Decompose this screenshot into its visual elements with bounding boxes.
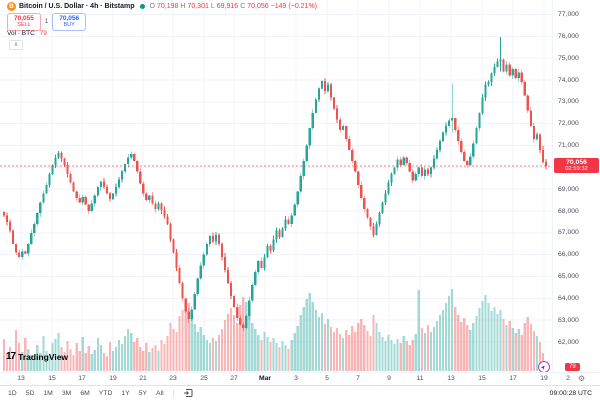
symbol-header: B Bitcoin / U.S. Dollar · 4h · Bitstamp … <box>7 2 317 11</box>
high-label: H <box>180 3 186 10</box>
range-buttons: 1D 5D 1M 3M 6M YTD 1Y 5Y All <box>8 390 173 397</box>
close-value: 70,056 <box>247 3 269 10</box>
go-to-date-icon <box>183 389 193 397</box>
time-tick-label: 15 <box>478 375 486 382</box>
price-tick-label: 77,000 <box>558 11 579 18</box>
price-tick-label: 76,000 <box>558 32 579 40</box>
time-tick-label: 25 <box>200 375 208 382</box>
price-tick-label: 75,000 <box>558 54 579 62</box>
time-tick-label: 7 <box>356 375 360 382</box>
open-value: 70,198 <box>156 3 179 10</box>
low-value: 69,916 <box>216 3 239 10</box>
time-tick-label: 21 <box>139 375 147 382</box>
range-button-ytd[interactable]: YTD <box>98 389 113 397</box>
price-tick-label: 71,000 <box>558 142 579 149</box>
time-tick-label: 9 <box>387 375 391 382</box>
price-tick-label: 67,000 <box>558 229 579 237</box>
price-tick-label: 65,000 <box>558 273 579 280</box>
order-panel: 70,055 SELL 1 70,056 BUY <box>7 13 87 31</box>
range-button-6m[interactable]: 6M <box>80 389 90 397</box>
low-label: L <box>210 3 215 10</box>
time-tick-label: 19 <box>540 375 548 382</box>
tradingview-watermark[interactable]: 17 TradingView <box>6 351 68 362</box>
time-tick-label: 13 <box>447 375 455 382</box>
gear-icon[interactable]: ⚙ <box>578 374 586 383</box>
bottom-toolbar: 1D 5D 1M 3M 6M YTD 1Y 5Y All 09:00:28 UTC <box>0 385 600 400</box>
time-axis[interactable]: ⚙ 13 15 17 19 21 23 25 27 Mar 3 5 7 9 11 13 15 17 19 2 <box>0 372 600 385</box>
price-tick-label: 62,000 <box>558 338 579 346</box>
price-tick-label: 69,000 <box>558 185 579 193</box>
buy-button[interactable]: 70,056 BUY <box>52 13 87 31</box>
go-to-date-button[interactable] <box>183 388 193 398</box>
collapse-pane-button[interactable]: ∧ <box>9 40 23 50</box>
range-button-1d[interactable]: 1D <box>8 389 17 397</box>
time-tick-label: 5 <box>325 375 329 382</box>
toolbar-divider <box>172 388 174 398</box>
chevron-up-icon: ∧ <box>13 42 19 48</box>
time-tick-label: 13 <box>17 375 25 382</box>
price-tick-label: 73,000 <box>558 98 579 106</box>
sell-label: SELL <box>17 22 31 29</box>
time-tick-label: 17 <box>509 375 517 382</box>
symbol-title[interactable]: Bitcoin / U.S. Dollar · 4h · Bitstamp <box>19 3 135 10</box>
price-tick-label: 64,000 <box>558 294 579 302</box>
time-tick-label: 11 <box>416 375 424 382</box>
bar-countdown: 02:59:32 <box>565 166 588 173</box>
time-tick-label: 2 <box>566 375 570 382</box>
time-tick-label: 17 <box>78 375 86 382</box>
ohlc-values: O 70,198 H 70,301 L 69,916 C 70,056 −149… <box>150 3 317 10</box>
price-tick-label: 74,000 <box>558 76 579 84</box>
price-tick-label: 63,000 <box>558 316 579 324</box>
tradingview-logo-icon: 17 <box>6 351 16 362</box>
volume-indicator-value: 79 <box>39 30 47 37</box>
buy-price: 70,056 <box>59 15 80 22</box>
volume-indicator-label: Vol · BTC <box>7 30 35 37</box>
close-label: C <box>240 3 246 10</box>
range-button-1y[interactable]: 1Y <box>121 389 130 397</box>
time-tick-label: 15 <box>48 375 56 382</box>
time-tick-label: Mar <box>258 375 272 382</box>
tradingview-logo-text: TradingView <box>18 351 69 362</box>
bitcoin-icon: B <box>7 2 16 11</box>
sell-price: 70,055 <box>14 15 34 22</box>
last-price-value: 70,056 <box>566 159 587 167</box>
range-button-5d[interactable]: 5D <box>25 389 35 397</box>
time-tick-label: 3 <box>294 375 298 382</box>
change-value: −149 (−0.21%) <box>270 3 317 10</box>
volume-indicator-legend[interactable]: Vol · BTC 79 <box>7 30 47 37</box>
time-tick-label: 23 <box>169 375 177 382</box>
price-tick-label: 66,000 <box>558 251 579 259</box>
spread-value: 1 <box>44 18 49 25</box>
price-axis[interactable]: 70,056 02:59:32 79 62,000 63,000 64,000 65,… <box>552 0 600 372</box>
sell-button[interactable]: 70,055 SELL <box>7 13 41 31</box>
range-button-all[interactable]: All <box>156 389 164 397</box>
open-label: O <box>149 3 155 10</box>
timezone-clock[interactable]: 09:00:28 UTC <box>549 389 592 397</box>
market-open-dot-icon <box>139 4 145 9</box>
volume-value-badge: 79 <box>565 363 580 371</box>
price-chart-canvas[interactable] <box>0 0 552 372</box>
time-tick-label: 19 <box>109 375 117 382</box>
price-tick-label: 68,000 <box>558 207 579 215</box>
time-tick-label: 27 <box>230 375 238 382</box>
range-button-5y[interactable]: 5Y <box>138 389 148 397</box>
high-value: 70,301 <box>187 3 209 10</box>
last-price-label: 70,056 02:59:32 <box>554 158 599 174</box>
range-button-1m[interactable]: 1M <box>43 389 53 397</box>
price-tick-label: 72,000 <box>558 120 579 128</box>
buy-label: BUY <box>63 22 75 29</box>
range-button-3m[interactable]: 3M <box>61 389 72 397</box>
